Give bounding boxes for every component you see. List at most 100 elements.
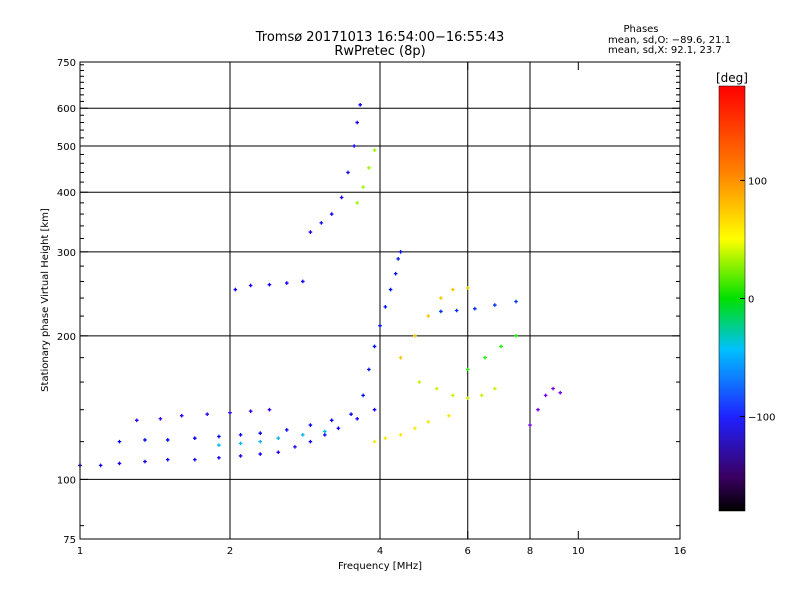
y-tick-label: 400 bbox=[57, 188, 76, 199]
trace bbox=[361, 250, 403, 398]
data-point bbox=[367, 166, 371, 170]
data-point bbox=[451, 393, 455, 398]
data-point bbox=[323, 433, 327, 437]
data-point bbox=[143, 438, 147, 442]
trace bbox=[439, 299, 518, 314]
data-point bbox=[473, 306, 477, 311]
trace bbox=[78, 407, 377, 468]
data-point bbox=[276, 436, 281, 441]
data-point bbox=[372, 439, 377, 444]
data-point bbox=[319, 221, 324, 225]
data-point bbox=[143, 459, 147, 464]
data-point bbox=[558, 390, 563, 395]
data-point bbox=[308, 423, 313, 427]
data-point bbox=[383, 305, 388, 309]
data-point bbox=[217, 434, 221, 439]
colorbar-tick-label: −100 bbox=[748, 413, 775, 424]
data-point bbox=[248, 409, 253, 413]
data-point bbox=[301, 433, 305, 437]
axis-ticks: 1 2 4 6 8 10 16 75 100 200 300 400 500 600 750 bbox=[57, 58, 686, 557]
data-point bbox=[117, 439, 122, 444]
data-point bbox=[383, 436, 388, 441]
data-point bbox=[514, 299, 518, 304]
y-tick-label: 600 bbox=[57, 104, 76, 115]
trace bbox=[233, 279, 305, 292]
colorbar-tick-label: 100 bbox=[748, 176, 767, 187]
trace bbox=[417, 380, 497, 400]
y-axis-label: Stationary phase Virtual Height [km] bbox=[40, 208, 51, 392]
y-tick-label: 750 bbox=[57, 58, 76, 69]
data-point bbox=[361, 393, 365, 398]
x-tick-label: 2 bbox=[227, 546, 233, 557]
data-point bbox=[398, 250, 403, 254]
data-point bbox=[413, 334, 417, 338]
data-point bbox=[158, 416, 163, 421]
data-point bbox=[393, 271, 398, 276]
colorbar-tick-label: 0 bbox=[748, 295, 754, 306]
data-point bbox=[465, 396, 470, 400]
data-point bbox=[514, 334, 518, 338]
data-point bbox=[493, 386, 497, 391]
data-point bbox=[493, 303, 497, 307]
trace bbox=[117, 412, 353, 444]
data-point bbox=[499, 344, 503, 349]
data-point bbox=[205, 412, 209, 416]
data-point bbox=[454, 308, 459, 313]
data-point bbox=[396, 257, 400, 261]
y-tick-label: 300 bbox=[57, 248, 76, 259]
trace bbox=[308, 103, 362, 234]
data-point bbox=[551, 386, 555, 391]
data-point bbox=[308, 439, 313, 444]
data-point bbox=[238, 454, 243, 458]
data-point bbox=[447, 413, 451, 418]
data-point bbox=[98, 463, 103, 468]
data-point bbox=[238, 433, 243, 437]
data-point bbox=[308, 230, 313, 234]
data-point bbox=[228, 410, 232, 415]
data-point bbox=[479, 393, 484, 398]
trace bbox=[372, 413, 451, 444]
x-tick-label: 1 bbox=[77, 546, 83, 557]
data-point bbox=[417, 380, 422, 384]
data-point bbox=[267, 407, 272, 412]
x-tick-label: 16 bbox=[674, 546, 687, 557]
data-point bbox=[284, 281, 289, 285]
grid-layer bbox=[80, 62, 680, 539]
data-point bbox=[323, 429, 327, 434]
phases-x-stats: mean, sd,X: 92.1, 23.7 bbox=[608, 45, 722, 56]
data-point bbox=[543, 393, 548, 398]
data-point bbox=[465, 286, 470, 290]
data-point bbox=[372, 344, 377, 349]
data-point bbox=[276, 450, 281, 455]
y-tick-label: 500 bbox=[57, 142, 76, 153]
trace bbox=[134, 407, 272, 423]
data-point bbox=[358, 103, 362, 107]
data-point bbox=[372, 148, 377, 152]
data-point bbox=[536, 407, 540, 412]
data-point bbox=[528, 423, 532, 427]
trace bbox=[355, 148, 377, 205]
x-tick-label: 6 bbox=[465, 546, 471, 557]
trace bbox=[217, 429, 327, 447]
data-point bbox=[346, 170, 350, 175]
trace bbox=[465, 334, 518, 372]
data-point bbox=[179, 413, 184, 418]
data-point bbox=[349, 412, 353, 416]
data-point bbox=[426, 314, 431, 318]
y-tick-label: 75 bbox=[63, 535, 76, 546]
data-point bbox=[267, 282, 272, 287]
data-point bbox=[426, 420, 431, 424]
data-point bbox=[439, 309, 443, 314]
data-point bbox=[361, 185, 365, 189]
data-point bbox=[398, 355, 403, 360]
data-point bbox=[293, 445, 297, 449]
data-point bbox=[329, 418, 334, 423]
y-tick-label: 200 bbox=[57, 332, 76, 343]
x-tick-label: 8 bbox=[527, 546, 533, 557]
data-point bbox=[134, 418, 139, 423]
data-point bbox=[339, 195, 344, 200]
data-point bbox=[439, 296, 443, 300]
data-point bbox=[117, 461, 122, 466]
data-point bbox=[329, 212, 334, 216]
